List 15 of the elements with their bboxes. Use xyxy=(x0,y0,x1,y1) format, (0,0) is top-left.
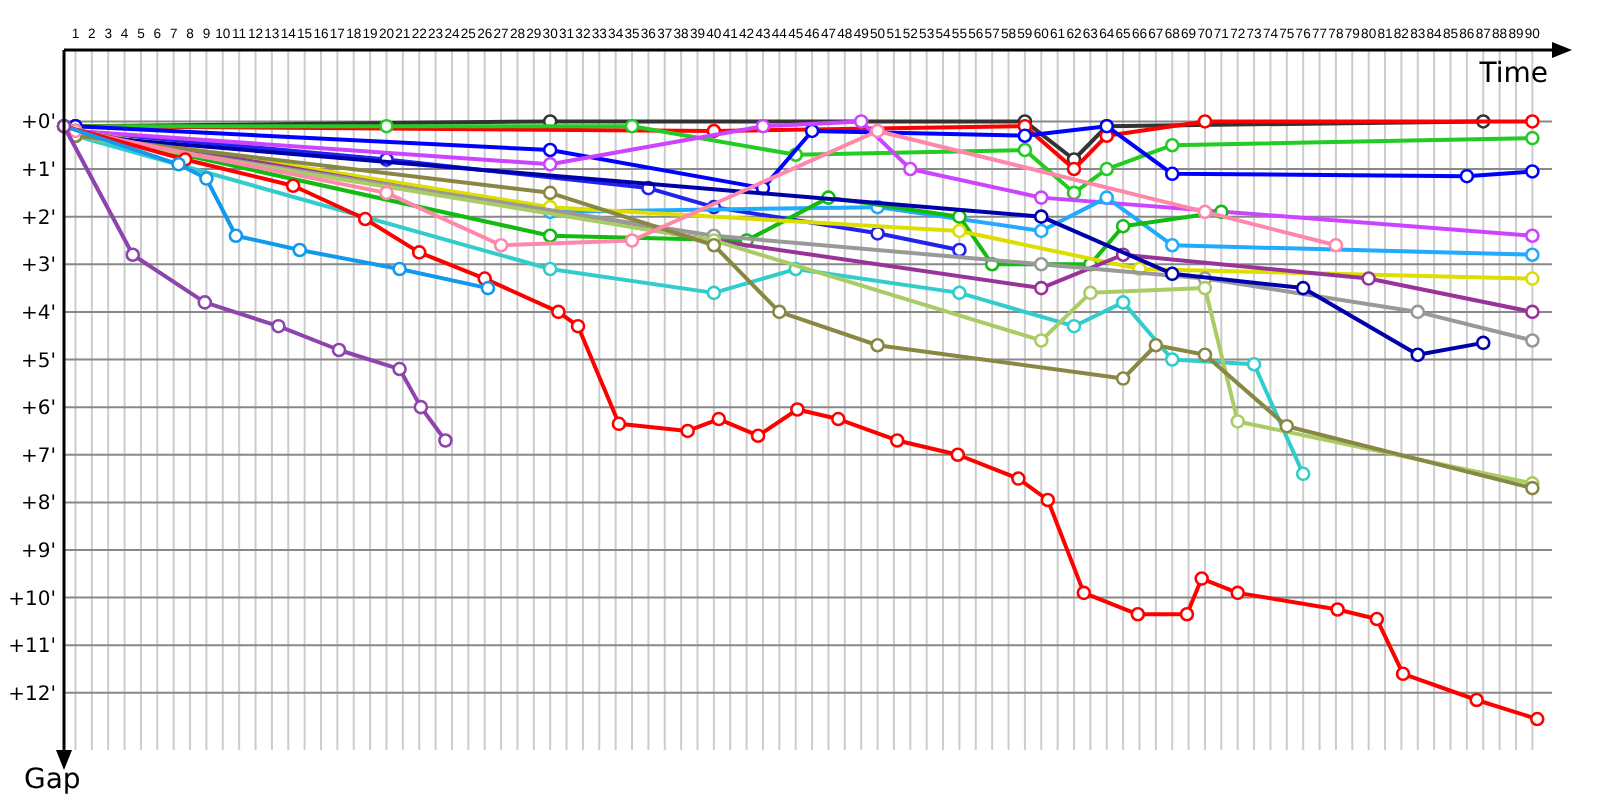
y-tick-label: +9' xyxy=(21,541,56,563)
x-axis-title: Time xyxy=(1477,58,1548,90)
y-tick-label: +12' xyxy=(8,683,56,706)
y-tick-label: +2' xyxy=(21,207,56,230)
y-tick-label: +3' xyxy=(21,255,56,278)
y-tick-label: +1' xyxy=(21,160,56,183)
y-tick-label: +5' xyxy=(21,350,56,373)
y-tick-label: +8' xyxy=(21,493,56,516)
y-tick-label: +11' xyxy=(8,636,56,659)
y-tick-label: +0' xyxy=(21,112,56,135)
y-tick-label: +7' xyxy=(21,445,56,468)
y-axis-title: Gap xyxy=(24,764,81,796)
y-tick-label: +10' xyxy=(8,588,56,611)
y-tick-label: +4' xyxy=(21,302,56,325)
y-tick-label: +6' xyxy=(21,398,56,421)
